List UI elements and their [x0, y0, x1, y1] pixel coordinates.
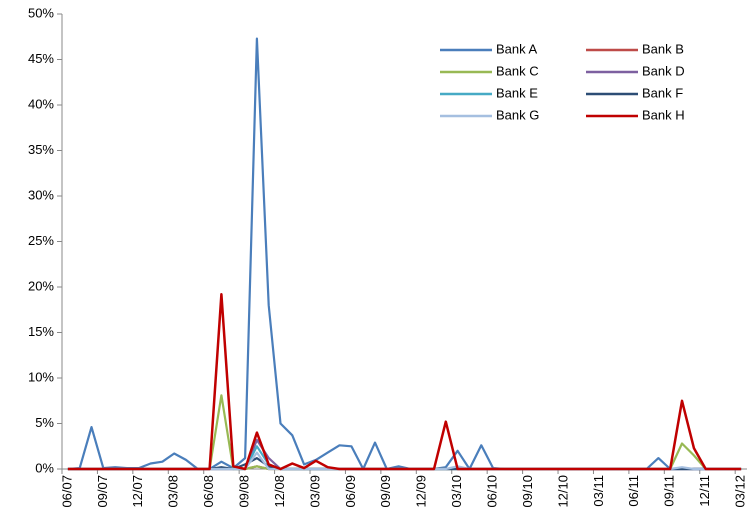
- y-tick-label: 30%: [28, 187, 54, 202]
- x-tick-label: 06/08: [201, 475, 216, 508]
- x-tick-label: 03/08: [166, 475, 181, 508]
- y-tick-label: 10%: [28, 369, 54, 384]
- x-tick-label: 06/10: [485, 475, 500, 508]
- legend-label: Bank B: [642, 41, 684, 56]
- x-tick-label: 12/07: [130, 475, 145, 508]
- x-tick-label: 03/12: [733, 475, 748, 508]
- y-tick-label: 35%: [28, 142, 54, 157]
- x-tick-label: 09/11: [662, 475, 677, 507]
- x-tick-label: 06/09: [343, 475, 358, 508]
- x-tick-label: 03/10: [449, 475, 464, 508]
- y-tick-label: 5%: [35, 415, 54, 430]
- legend-label: Bank G: [496, 107, 539, 122]
- legend-label: Bank C: [496, 63, 539, 78]
- x-tick-label: 03/11: [591, 475, 606, 507]
- line: [67, 293, 742, 471]
- x-tick-label: 03/09: [307, 475, 322, 508]
- legend-label: Bank F: [642, 85, 683, 100]
- y-tick-label: 40%: [28, 96, 54, 111]
- x-tick-label: 06/07: [59, 475, 74, 508]
- x-tick-label: 09/08: [236, 475, 251, 508]
- y-tick-label: 45%: [28, 51, 54, 66]
- legend-label: Bank H: [642, 107, 685, 122]
- x-tick-label: 09/10: [520, 475, 535, 508]
- legend-label: Bank D: [642, 63, 685, 78]
- y-tick-label: 20%: [28, 278, 54, 293]
- x-tick-label: 09/07: [95, 475, 110, 508]
- x-tick-label: 12/08: [272, 475, 287, 508]
- x-tick-label: 09/09: [378, 475, 393, 508]
- x-tick-label: 12/10: [555, 475, 570, 508]
- y-tick-label: 15%: [28, 324, 54, 339]
- y-tick-label: 25%: [28, 233, 54, 248]
- legend-label: Bank E: [496, 85, 538, 100]
- y-tick-label: 0%: [35, 460, 54, 475]
- line: [67, 438, 742, 471]
- x-tick-label: 12/09: [414, 475, 429, 508]
- legend-label: Bank A: [496, 41, 538, 56]
- x-tick-label: 12/11: [697, 475, 712, 507]
- y-tick-label: 50%: [28, 5, 54, 20]
- x-tick-label: 06/11: [626, 475, 641, 507]
- line: [67, 37, 742, 471]
